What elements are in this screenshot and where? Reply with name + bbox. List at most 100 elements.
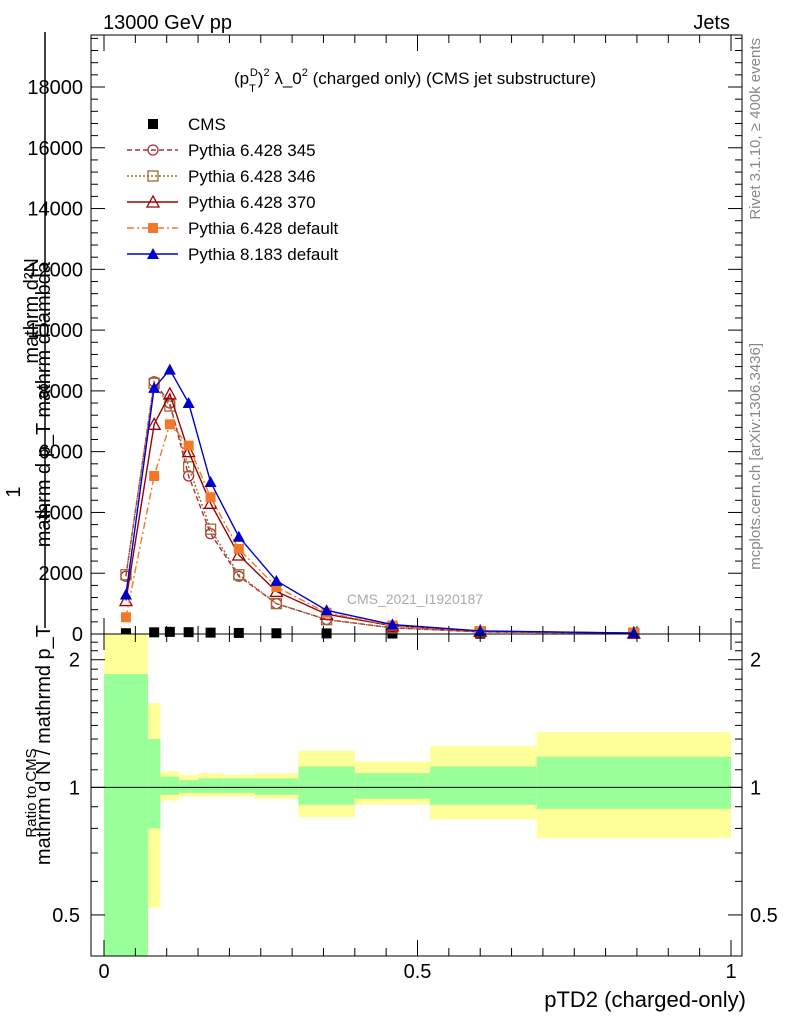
data-point-marker	[148, 381, 161, 393]
main-y-tick-label: 0	[72, 624, 83, 646]
data-point-marker	[270, 597, 283, 610]
legend-label: Pythia 8.183 default	[188, 245, 339, 264]
data-point-marker	[271, 628, 282, 639]
ratio-y-tick-label: 0.5	[52, 905, 80, 927]
ratio-inner-band	[147, 739, 161, 829]
chart-title: (pTD)2 λ_02 (charged only) (CMS jet subs…	[234, 67, 596, 95]
data-point-marker	[164, 419, 175, 430]
ratio-inner-band	[179, 780, 199, 793]
data-point-marker	[233, 543, 244, 554]
legend-label: Pythia 6.428 default	[188, 219, 339, 238]
title-sup-2: 2	[263, 67, 269, 79]
data-point-marker	[182, 397, 195, 409]
y-label-numerator: mathrm d²N	[21, 258, 43, 364]
data-point-marker	[182, 461, 195, 473]
y-label-one: 1	[3, 486, 25, 497]
mcplots-label: mcplots.cern.ch [arXiv:1306.3436]	[747, 343, 764, 570]
rivet-label: Rivet 3.1.10, ≥ 400k events	[747, 38, 764, 220]
data-point-marker	[205, 492, 216, 503]
main-y-tick-labels: 0 2000 4000 6000 8000 10000 12000 14000 16000 180…	[27, 77, 83, 646]
x-tick-label: 0	[98, 961, 109, 983]
legend: CMS Pythia 6.428 345 Pythia 6.428 346 Pythi…	[127, 115, 339, 264]
ratio-y-tick-label-right: 2	[750, 650, 761, 672]
ratio-inner-band	[536, 756, 731, 809]
data-point-marker	[163, 363, 176, 375]
title-sup-d: D	[250, 67, 258, 79]
ratio-inner-band	[223, 778, 255, 793]
data-point-marker	[120, 569, 132, 581]
legend-entry: Pythia 6.428 345	[127, 141, 316, 160]
ratio-inner-band	[198, 778, 224, 793]
main-y-tick-label: 18000	[27, 77, 83, 99]
data-point-marker	[231, 547, 246, 561]
series-line	[125, 381, 634, 634]
main-y-tick-label: 14000	[27, 199, 83, 221]
series-pythia-8-183-default	[119, 363, 640, 639]
data-point-marker	[320, 604, 333, 616]
data-point-marker	[204, 476, 217, 488]
ratio-y-tick-label: 2	[69, 650, 80, 672]
main-y-tick-label: 6000	[39, 442, 84, 464]
data-point-marker	[233, 627, 244, 638]
legend-entry: CMS	[148, 115, 226, 134]
data-point-marker	[232, 530, 245, 542]
ratio-inner-band	[298, 766, 355, 805]
ratio-inner-band	[160, 776, 180, 795]
legend-label: Pythia 6.428 345	[188, 141, 316, 160]
legend-label: Pythia 6.428 370	[188, 193, 316, 212]
ratio-bands	[104, 634, 731, 956]
data-point-marker	[474, 624, 487, 636]
legend-entry: Pythia 6.428 370	[127, 193, 316, 212]
data-point-marker	[271, 581, 282, 592]
ratio-inner-band	[430, 766, 537, 805]
main-y-tick-label: 10000	[27, 320, 83, 342]
data-point-marker	[162, 386, 177, 400]
data-point-marker	[164, 400, 176, 412]
data-point-marker	[119, 588, 132, 600]
ratio-frame	[90, 633, 743, 957]
data-point-marker	[149, 470, 160, 481]
data-point-marker	[147, 248, 159, 259]
data-point-marker	[147, 416, 162, 430]
data-point-marker	[205, 627, 216, 638]
title-post: (charged only) (CMS jet substructure)	[308, 69, 596, 88]
data-point-marker	[120, 628, 131, 639]
title-sup-3: 2	[302, 67, 308, 79]
x-axis-label: pTD2 (charged-only)	[544, 987, 746, 1012]
analysis-watermark: CMS_2021_I1920187	[347, 591, 483, 607]
ratio-y-tick-label-right: 0.5	[750, 905, 778, 927]
data-point-marker	[149, 627, 160, 638]
data-point-marker	[183, 627, 194, 638]
legend-label: CMS	[188, 115, 226, 134]
ratio-inner-band	[104, 674, 148, 956]
legend-entry: Pythia 6.428 346	[127, 167, 316, 186]
title-mid: )	[258, 69, 264, 88]
x-tick-labels: 0 0.5 1	[98, 961, 736, 983]
data-point-marker	[147, 144, 159, 156]
main-y-tick-label: 8000	[39, 381, 84, 403]
main-y-tick-label: 2000	[39, 563, 84, 585]
ratio-inner-band	[354, 773, 431, 799]
ratio-panel: 0.5 0.5 1 1 2 2 Ratio to CMS	[23, 633, 778, 957]
ratio-y-tick-label-right: 1	[750, 777, 761, 799]
data-point-marker	[183, 440, 194, 451]
data-point-marker	[148, 223, 158, 233]
main-y-tick-label: 4000	[39, 502, 84, 524]
y-label-den-upper: mathrm d p_T mathrm d lambda	[33, 261, 55, 547]
data-point-marker	[204, 523, 217, 535]
legend-entry: Pythia 6.428 default	[127, 219, 339, 238]
data-point-marker	[233, 569, 245, 581]
series-line	[125, 379, 634, 634]
main-y-tick-label: 12000	[27, 259, 83, 281]
ratio-inner-band	[254, 778, 299, 795]
title-sub-t: T	[249, 83, 256, 95]
ratio-ticks	[91, 634, 742, 956]
ratio-y-label: Ratio to CMS	[23, 748, 40, 837]
data-point-marker	[182, 470, 195, 482]
series-line	[125, 392, 634, 634]
data-point-marker	[321, 628, 332, 639]
data-point-marker	[120, 612, 131, 623]
ratio-y-tick-labels: 0.5 0.5 1 1 2 2	[52, 650, 778, 927]
ratio-y-tick-label: 1	[69, 777, 80, 799]
main-y-label: mathrm d²N mathrm d p_T mathrm d lambda …	[3, 32, 55, 865]
